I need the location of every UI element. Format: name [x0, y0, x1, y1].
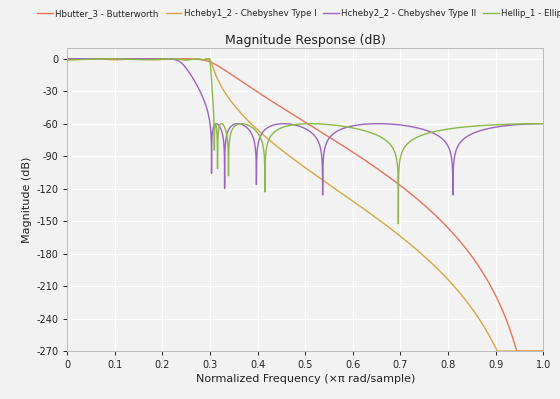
Hellip_1 - Elliptic: [64, 57, 71, 62]
Hellip_1 - Elliptic: [470, 124, 477, 128]
Hbutter_3 - Butterworth: [78, 56, 85, 61]
Hcheby2_2 - Chebyshev Type II: [262, 127, 269, 132]
Hbutter_3 - Butterworth: [317, 129, 324, 134]
Hellip_1 - Elliptic: [207, 57, 213, 62]
Hbutter_3 - Butterworth: [470, 257, 477, 262]
Hcheby2_2 - Chebyshev Type II: [67, 56, 74, 61]
Hbutter_3 - Butterworth: [258, 92, 265, 97]
Hcheby2_2 - Chebyshev Type II: [540, 121, 547, 126]
Line: Hbutter_3 - Butterworth: Hbutter_3 - Butterworth: [67, 59, 543, 351]
Hcheby2_2 - Chebyshev Type II: [319, 193, 326, 198]
Hcheby2_2 - Chebyshev Type II: [317, 145, 324, 150]
Hcheby2_2 - Chebyshev Type II: [408, 124, 414, 129]
Hbutter_3 - Butterworth: [514, 349, 520, 354]
Hcheby1_2 - Chebyshev Type I: [64, 57, 71, 62]
Line: Hcheby2_2 - Chebyshev Type II: Hcheby2_2 - Chebyshev Type II: [67, 59, 543, 195]
Hellip_1 - Elliptic: [193, 56, 200, 61]
Hbutter_3 - Butterworth: [408, 192, 414, 196]
Hcheby1_2 - Chebyshev Type I: [470, 309, 477, 314]
Hcheby1_2 - Chebyshev Type I: [540, 349, 547, 354]
Hellip_1 - Elliptic: [540, 121, 547, 126]
Hellip_1 - Elliptic: [408, 138, 414, 143]
Hcheby1_2 - Chebyshev Type I: [317, 176, 324, 181]
Hbutter_3 - Butterworth: [262, 95, 269, 99]
Hcheby1_2 - Chebyshev Type I: [207, 57, 213, 62]
Title: Magnitude Response (dB): Magnitude Response (dB): [225, 34, 386, 47]
Y-axis label: Magnitude (dB): Magnitude (dB): [22, 156, 32, 243]
Line: Hellip_1 - Elliptic: Hellip_1 - Elliptic: [67, 59, 543, 224]
Hcheby1_2 - Chebyshev Type I: [494, 349, 501, 354]
Line: Hcheby1_2 - Chebyshev Type I: Hcheby1_2 - Chebyshev Type I: [67, 59, 543, 351]
Hellip_1 - Elliptic: [262, 158, 269, 163]
Hbutter_3 - Butterworth: [64, 56, 71, 61]
Hellip_1 - Elliptic: [317, 122, 324, 126]
X-axis label: Normalized Frequency (×π rad/sample): Normalized Frequency (×π rad/sample): [195, 374, 415, 384]
Hcheby2_2 - Chebyshev Type II: [207, 121, 213, 126]
Hcheby2_2 - Chebyshev Type II: [258, 132, 265, 137]
Hellip_1 - Elliptic: [395, 221, 402, 226]
Hellip_1 - Elliptic: [258, 137, 265, 142]
Legend: Hbutter_3 - Butterworth, Hcheby1_2 - Chebyshev Type I, Hcheby2_2 - Chebyshev Typ: Hbutter_3 - Butterworth, Hcheby1_2 - Che…: [34, 5, 560, 21]
Hcheby1_2 - Chebyshev Type I: [88, 56, 95, 61]
Hbutter_3 - Butterworth: [207, 59, 213, 64]
Hcheby2_2 - Chebyshev Type II: [470, 130, 477, 135]
Hcheby1_2 - Chebyshev Type I: [262, 134, 269, 139]
Hcheby1_2 - Chebyshev Type I: [408, 243, 414, 247]
Hcheby2_2 - Chebyshev Type II: [64, 56, 71, 61]
Hcheby1_2 - Chebyshev Type I: [258, 131, 265, 136]
Hbutter_3 - Butterworth: [540, 349, 547, 354]
